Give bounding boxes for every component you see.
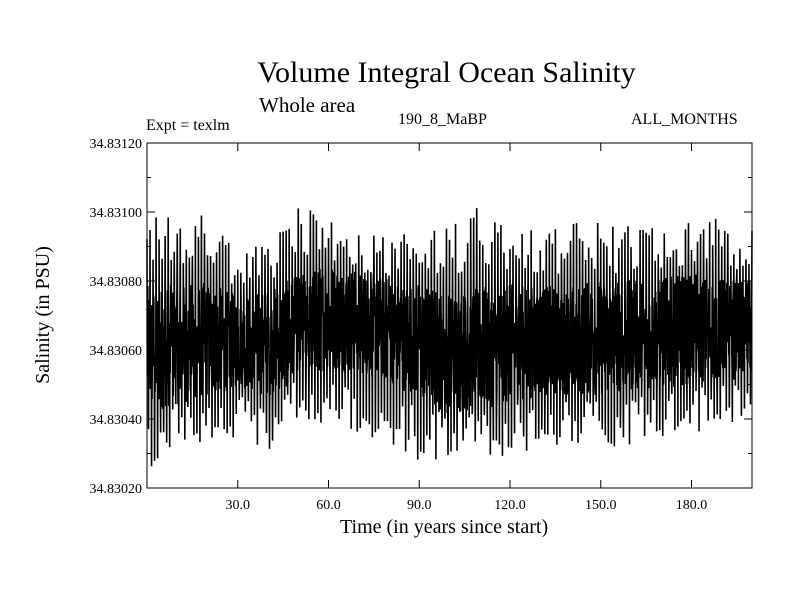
chart-subtitle: Whole area [259, 93, 356, 117]
y-tick-label-3: 34.83080 [90, 275, 143, 290]
x-tick-label-2: 90.0 [407, 498, 432, 513]
x-tick-label-3: 120.0 [494, 498, 526, 513]
y-tick-label-0: 34.83020 [90, 482, 143, 497]
x-tick-label-1: 60.0 [316, 498, 341, 513]
y-tick-label-4: 34.83100 [90, 206, 143, 221]
x-tick-label-5: 180.0 [676, 498, 708, 513]
experiment-label: Expt = texlm [146, 117, 230, 134]
x-tick-label-4: 150.0 [585, 498, 617, 513]
y-tick-label-5: 34.83120 [90, 137, 143, 152]
y-tick-label-1: 34.83040 [90, 413, 143, 428]
chart-title: Volume Integral Ocean Salinity [257, 56, 636, 89]
x-axis-label: Time (in years since start) [340, 516, 549, 538]
y-tick-label-2: 34.83060 [90, 344, 143, 359]
x-tick-label-0: 30.0 [226, 498, 251, 513]
series-line-0 [146, 208, 753, 467]
series-layer [146, 208, 753, 467]
tick-layer: 30.0 60.0 90.0 120.0 150.0 180.0 34.83020 34.83… [90, 137, 752, 513]
months-label: ALL_MONTHS [631, 111, 738, 128]
run-label: 190_8_MaBP [398, 111, 487, 128]
